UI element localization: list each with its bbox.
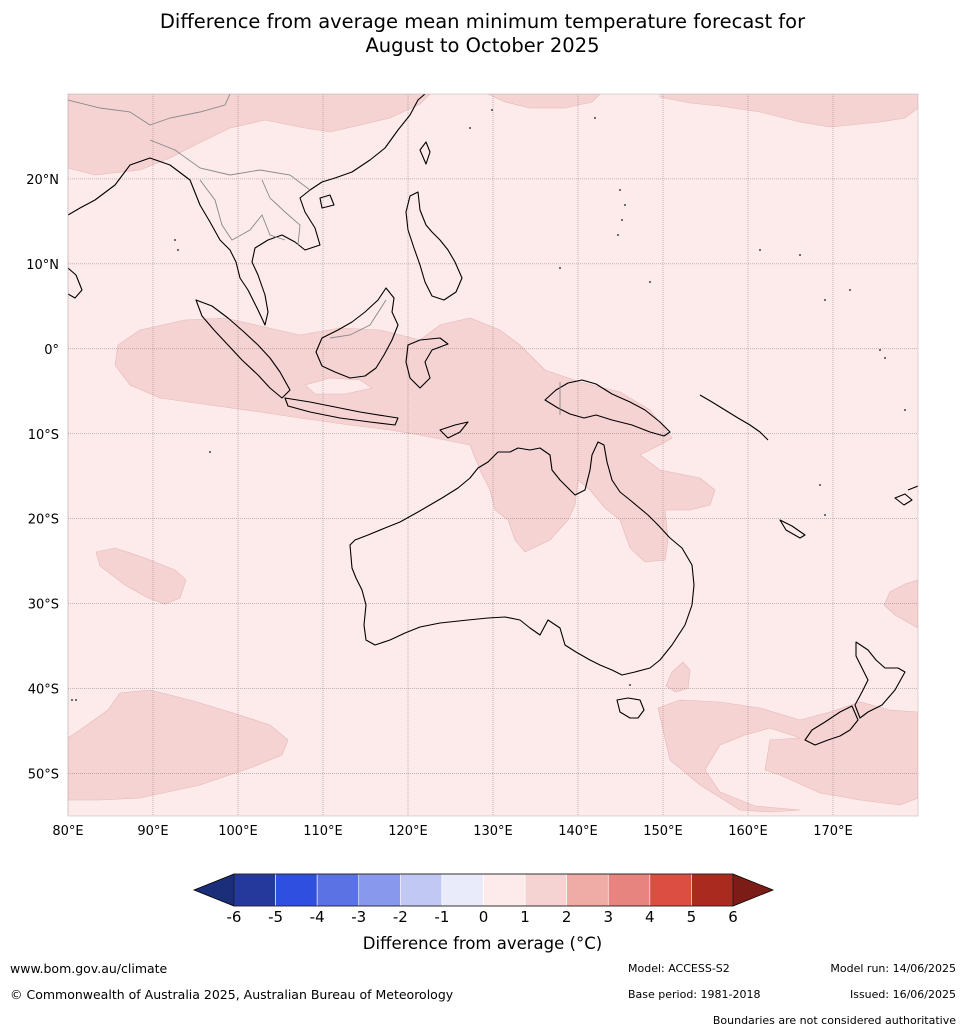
shade-hole-java-sea bbox=[304, 377, 373, 395]
coastline-australia bbox=[349, 441, 695, 676]
small-islands bbox=[71, 109, 906, 701]
shade-southern-ocean-west bbox=[68, 689, 289, 801]
coastline-java bbox=[284, 397, 399, 426]
longitude-label: 140°E bbox=[558, 824, 598, 839]
coastline-asia-mainland bbox=[68, 94, 426, 326]
border-china-south bbox=[149, 139, 311, 191]
colorbar-swatch bbox=[524, 873, 567, 907]
colorbar-frame bbox=[233, 873, 734, 907]
longitude-label: 100°E bbox=[218, 824, 258, 839]
coastline-sulawesi bbox=[405, 337, 449, 389]
coastlines bbox=[68, 94, 918, 746]
coastline-fiji bbox=[894, 485, 918, 506]
longitude-label: 150°E bbox=[643, 824, 683, 839]
colorbar-swatch bbox=[358, 873, 401, 907]
shade-indian-ocean-southwest bbox=[95, 547, 187, 605]
colorbar-swatch bbox=[233, 873, 276, 907]
chart-title: Difference from average mean minimum tem… bbox=[0, 10, 965, 58]
longitude-label: 110°E bbox=[303, 824, 343, 839]
shade-tasman-south bbox=[657, 699, 918, 813]
colorbar-swatch bbox=[316, 873, 360, 907]
latitude-label: 40°S bbox=[28, 683, 59, 698]
coastline-borneo bbox=[315, 287, 399, 379]
colorbar-tick-label: 2 bbox=[562, 908, 572, 926]
colorbar-swatch bbox=[691, 873, 734, 907]
colorbar-swatch bbox=[483, 873, 526, 907]
latitude-label: 30°S bbox=[28, 598, 59, 613]
colorbar-swatch bbox=[275, 873, 318, 907]
colorbar-tick-label: -5 bbox=[268, 908, 283, 926]
colorbar-tick-label: 0 bbox=[479, 908, 489, 926]
longitude-label: 80°E bbox=[52, 824, 83, 839]
colorbar-tick-label: -1 bbox=[434, 908, 449, 926]
colorbar-over-extension bbox=[732, 873, 775, 907]
colorbar-under-extension bbox=[192, 873, 235, 907]
coastline-new-guinea bbox=[544, 379, 671, 437]
latitude-label: 10°N bbox=[26, 258, 59, 273]
colorbar-tick-label: -3 bbox=[351, 908, 366, 926]
colorbar-tick-label: 4 bbox=[645, 908, 655, 926]
coastline-tasmania bbox=[616, 697, 645, 719]
coastline-philippines bbox=[405, 191, 463, 301]
country-borders bbox=[68, 94, 561, 415]
colorbar-swatch bbox=[441, 873, 484, 907]
footer-model-run: Model run: 14/06/2025 bbox=[830, 962, 956, 975]
shade-indian-ocean-equatorial bbox=[114, 317, 716, 563]
coastline-new-zealand-north bbox=[854, 641, 906, 719]
footer-model: Model: ACCESS-S2 bbox=[628, 962, 730, 975]
coastline-hainan bbox=[319, 194, 335, 209]
colorbar-swatch bbox=[649, 873, 692, 907]
chart-title-line1: Difference from average mean minimum tem… bbox=[159, 10, 806, 33]
latitude-label: 50°S bbox=[28, 768, 59, 783]
border-himalaya bbox=[68, 94, 231, 126]
longitude-label: 90°E bbox=[137, 824, 168, 839]
colorbar-swatch bbox=[566, 873, 609, 907]
latitude-label: 0° bbox=[44, 343, 59, 358]
colorbar-tick-label: 5 bbox=[687, 908, 697, 926]
border-borneo bbox=[329, 299, 387, 339]
coastline-timor bbox=[439, 421, 469, 439]
latitude-label: 10°S bbox=[28, 428, 59, 443]
footer-copyright: © Commonwealth of Australia 2025, Austra… bbox=[10, 987, 454, 1002]
longitude-label: 130°E bbox=[473, 824, 513, 839]
border-myanmar-thailand bbox=[199, 179, 286, 241]
footer-website[interactable]: www.bom.gov.au/climate bbox=[10, 961, 168, 976]
coastline-taiwan bbox=[419, 141, 431, 165]
colorbar-tick-label: 1 bbox=[520, 908, 530, 926]
footer-issued: Issued: 16/06/2025 bbox=[849, 988, 956, 1001]
longitude-label: 160°E bbox=[728, 824, 768, 839]
border-indochina bbox=[261, 179, 301, 246]
footer-disclaimer: Boundaries are not considered authoritat… bbox=[712, 1014, 956, 1027]
footer-base-period: Base period: 1981-2018 bbox=[628, 988, 761, 1001]
longitude-label: 120°E bbox=[388, 824, 428, 839]
coastline-solomons bbox=[699, 394, 769, 441]
colorbar: -6 -5 -4 -3 -2 -1 0 1 2 3 4 5 6 bbox=[192, 873, 775, 926]
longitude-label: 170°E bbox=[813, 824, 853, 839]
anomaly-shading bbox=[68, 94, 918, 813]
colorbar-tick-label: 3 bbox=[603, 908, 613, 926]
longitude-labels: 80°E 90°E 100°E 110°E 120°E 130°E 140°E 150°E 16… bbox=[52, 824, 852, 839]
coastline-new-caledonia bbox=[779, 519, 806, 539]
colorbar-tick-label: 6 bbox=[728, 908, 738, 926]
shade-north-pacific bbox=[659, 94, 918, 128]
colorbar-swatch bbox=[607, 873, 651, 907]
latitude-label: 20°S bbox=[28, 513, 59, 528]
latitude-labels: 20°N 10°N 0° 10°S 20°S 30°S 40°S 50°S bbox=[26, 173, 59, 783]
coastline-india-tip bbox=[68, 267, 83, 299]
chart-title-line2: August to October 2025 bbox=[365, 34, 600, 57]
shade-north-pacific-small bbox=[487, 94, 601, 109]
colorbar-tick-label: -4 bbox=[310, 908, 325, 926]
colorbar-label: Difference from average (°C) bbox=[362, 934, 603, 953]
colorbar-swatch bbox=[400, 873, 443, 907]
colorbar-tick-label: -2 bbox=[393, 908, 408, 926]
shade-pacific-east bbox=[883, 579, 918, 629]
coastline-sumatra bbox=[195, 299, 291, 399]
colorbar-tick-label: -6 bbox=[227, 908, 242, 926]
map-frame bbox=[67, 93, 919, 817]
shade-tasman-small bbox=[665, 661, 691, 693]
coastline-new-zealand-south bbox=[804, 705, 859, 746]
latitude-label: 20°N bbox=[26, 173, 59, 188]
